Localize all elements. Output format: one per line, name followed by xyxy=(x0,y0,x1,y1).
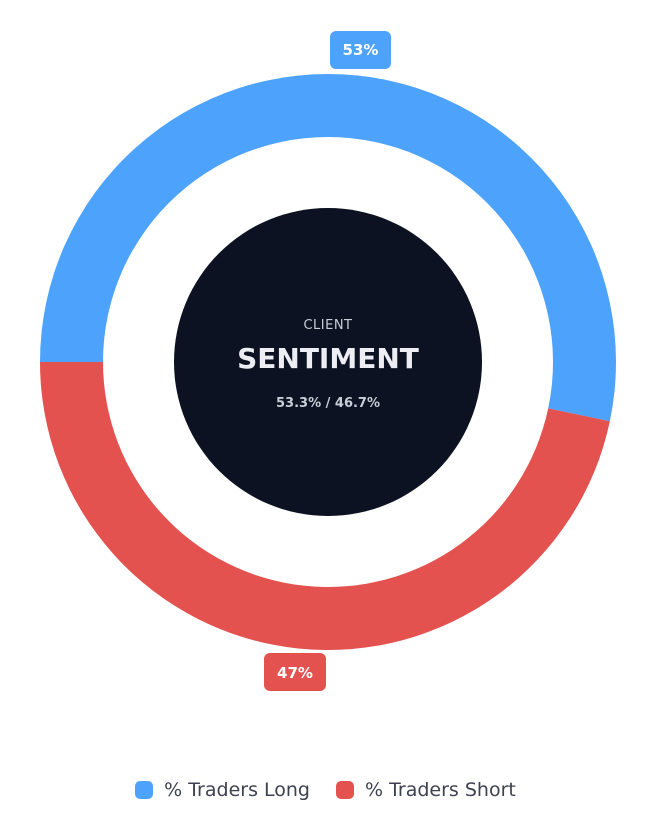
data-label-short-badge xyxy=(264,653,326,691)
legend: % Traders Long % Traders Short xyxy=(0,779,651,801)
legend-item-long[interactable]: % Traders Long xyxy=(135,779,310,801)
donut-slices xyxy=(40,73,617,650)
center-kicker: CLIENT xyxy=(303,318,352,333)
data-label-short-text: 47% xyxy=(277,664,313,682)
legend-label-long: % Traders Long xyxy=(164,779,310,801)
legend-item-short[interactable]: % Traders Short xyxy=(335,779,516,801)
data-label-short: 47% xyxy=(264,653,326,691)
data-label-long: 53% xyxy=(330,31,391,69)
data-label-long-text: 53% xyxy=(343,41,379,59)
center-disc xyxy=(174,208,482,516)
legend-label-short: % Traders Short xyxy=(364,779,516,801)
legend-swatch-short xyxy=(335,781,354,799)
data-label-long-badge xyxy=(330,31,391,69)
legend-swatch-long xyxy=(135,781,154,799)
center-title: SENTIMENT xyxy=(237,342,419,375)
slice-traders-short[interactable] xyxy=(40,362,610,650)
slice-traders-long[interactable] xyxy=(40,73,617,422)
center-ratio: 53.3% / 46.7% xyxy=(276,396,380,411)
